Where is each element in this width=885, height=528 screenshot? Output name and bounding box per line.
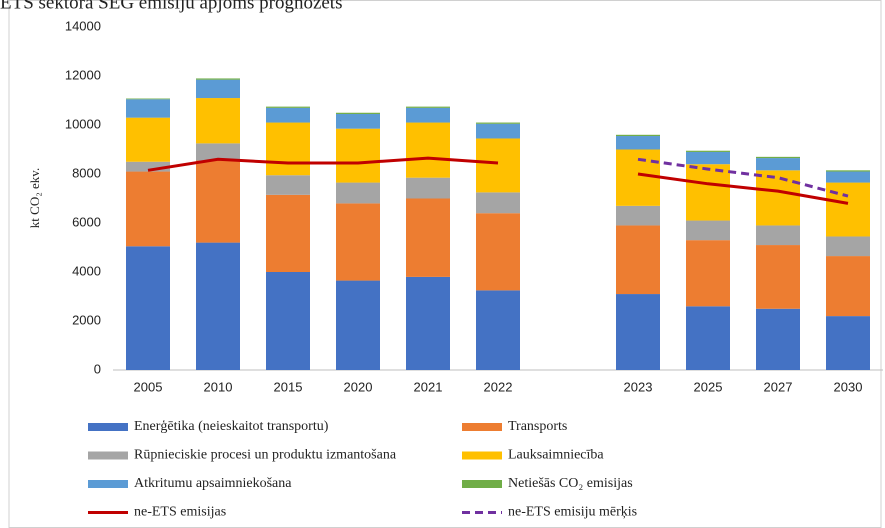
bar-segment bbox=[196, 78, 240, 80]
bar-segment bbox=[616, 136, 660, 150]
legend-swatch bbox=[88, 423, 128, 431]
bar-segment bbox=[196, 143, 240, 161]
bar-segment bbox=[336, 112, 380, 114]
line-series bbox=[147, 156, 849, 205]
legend-label: Lauksaimniecība bbox=[508, 448, 604, 463]
bar-segment bbox=[686, 306, 730, 370]
legend-swatch bbox=[88, 451, 128, 460]
bar-segment bbox=[126, 246, 170, 370]
legend-label: Rūpnieciskie procesi un produktu izmanto… bbox=[134, 448, 397, 463]
bar-segment bbox=[406, 276, 450, 370]
bar-segment bbox=[826, 316, 870, 370]
x-tick-label: 2015 bbox=[274, 379, 303, 394]
x-tick-label: 2030 bbox=[834, 379, 863, 394]
bar-segment bbox=[686, 150, 730, 152]
bar-segment bbox=[126, 161, 170, 172]
bar-segment bbox=[126, 117, 170, 162]
y-tick-label: 0 bbox=[94, 361, 101, 376]
bar-segment bbox=[266, 272, 310, 370]
bar-segment bbox=[616, 294, 660, 370]
y-tick-label: 4000 bbox=[72, 263, 101, 278]
y-tick-label: 10000 bbox=[65, 116, 101, 131]
legend-label: Netiešās CO₂ emisijas bbox=[508, 476, 633, 491]
bar-segment bbox=[616, 149, 660, 206]
bar-segment bbox=[476, 122, 520, 124]
bar-segment bbox=[686, 164, 730, 221]
bar-segment bbox=[756, 308, 800, 370]
bar-segment bbox=[126, 99, 170, 118]
bar-segment bbox=[476, 290, 520, 370]
bar-segment bbox=[406, 107, 450, 123]
y-axis-label: kt CO₂ ekv. bbox=[27, 168, 42, 228]
bar-segment bbox=[826, 256, 870, 317]
legend-label: Atkritumu apsaimniekošana bbox=[134, 476, 292, 491]
bar-segment bbox=[476, 213, 520, 291]
bar-segment bbox=[266, 194, 310, 272]
bar-segment bbox=[756, 170, 800, 226]
bar-segment bbox=[266, 175, 310, 195]
bar-segment bbox=[406, 177, 450, 199]
bar-segment bbox=[826, 171, 870, 183]
bar-segment bbox=[336, 113, 380, 129]
y-tick-label: 6000 bbox=[72, 214, 101, 229]
bar-segment bbox=[266, 122, 310, 176]
legend-swatch bbox=[462, 423, 502, 431]
bar-segment bbox=[756, 158, 800, 171]
bar-segment bbox=[196, 242, 240, 370]
line-series bbox=[637, 157, 849, 198]
bar-segment bbox=[336, 128, 380, 183]
x-tick-label: 2022 bbox=[484, 379, 513, 394]
legend-swatch bbox=[462, 480, 502, 488]
bar-segment bbox=[756, 225, 800, 246]
bar-segment bbox=[686, 240, 730, 307]
bar-segment bbox=[336, 182, 380, 204]
x-tick-label: 2023 bbox=[624, 379, 653, 394]
bar-segment bbox=[756, 156, 800, 159]
x-tick-label: 2025 bbox=[694, 379, 723, 394]
y-tick-label: 2000 bbox=[72, 312, 101, 327]
legend-label: ne-ETS emisiju mērķis bbox=[508, 505, 637, 520]
bar-segment bbox=[336, 203, 380, 281]
x-tick-label: 2010 bbox=[204, 379, 233, 394]
bar-segment bbox=[126, 98, 170, 100]
bar-segment bbox=[686, 220, 730, 241]
legend-label: Transports bbox=[508, 419, 567, 434]
bar-segment bbox=[336, 280, 380, 370]
bar-segment bbox=[406, 122, 450, 178]
bar-segment bbox=[196, 79, 240, 99]
bar-segment bbox=[476, 138, 520, 193]
bar-segment bbox=[826, 170, 870, 172]
bar-segment bbox=[406, 198, 450, 277]
bar-segment bbox=[826, 236, 870, 257]
y-tick-label: 14000 bbox=[65, 18, 101, 33]
x-tick-label: 2021 bbox=[414, 379, 443, 394]
bar-segment bbox=[756, 245, 800, 309]
bar-segment bbox=[266, 106, 310, 108]
legend-label: Enerģētika (neieskaitot transportu) bbox=[134, 418, 329, 434]
legend-swatch bbox=[462, 451, 502, 460]
bar-segment bbox=[266, 107, 310, 123]
legend-label: ne-ETS emisijas bbox=[134, 505, 226, 520]
bar-segment bbox=[616, 225, 660, 295]
x-tick-label: 2027 bbox=[764, 379, 793, 394]
bar-segment bbox=[406, 106, 450, 108]
bar-segment bbox=[616, 205, 660, 226]
bar-segment bbox=[196, 98, 240, 144]
bar-segment bbox=[476, 123, 520, 139]
bar-segment bbox=[616, 134, 660, 137]
chart-title: ETS sektorā SEG emisiju apjoms prognozēt… bbox=[0, 0, 342, 13]
bar-segment bbox=[476, 192, 520, 214]
bar-segment bbox=[126, 171, 170, 247]
legend-swatch bbox=[88, 480, 128, 488]
bar-segment bbox=[196, 160, 240, 243]
x-tick-label: 2020 bbox=[344, 379, 373, 394]
y-tick-label: 8000 bbox=[72, 165, 101, 180]
y-tick-label: 12000 bbox=[65, 67, 101, 82]
x-tick-label: 2005 bbox=[134, 379, 163, 394]
bar-segment bbox=[686, 151, 730, 165]
